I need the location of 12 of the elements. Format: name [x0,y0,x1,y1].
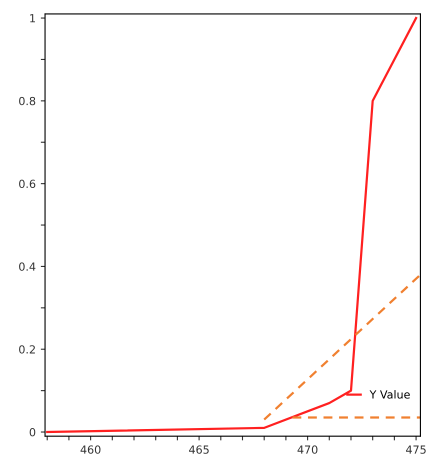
x-tick-label: 460 [80,445,100,454]
line-series [46,16,418,434]
y-tick-label: 0.8 [19,96,36,106]
y-tick-label: 0.2 [19,345,35,354]
legend-label: Y Value [370,390,410,399]
x-tick-label: 470 [298,445,318,454]
y-tick-label: 0.4 [19,262,36,271]
y-tick-label: 1 [30,14,35,22]
x-tick-label: 465 [189,445,209,454]
y-tick-label: 0 [30,428,36,436]
y-tick-label: 0.6 [19,180,36,188]
x-tick-label: 475 [406,446,426,454]
